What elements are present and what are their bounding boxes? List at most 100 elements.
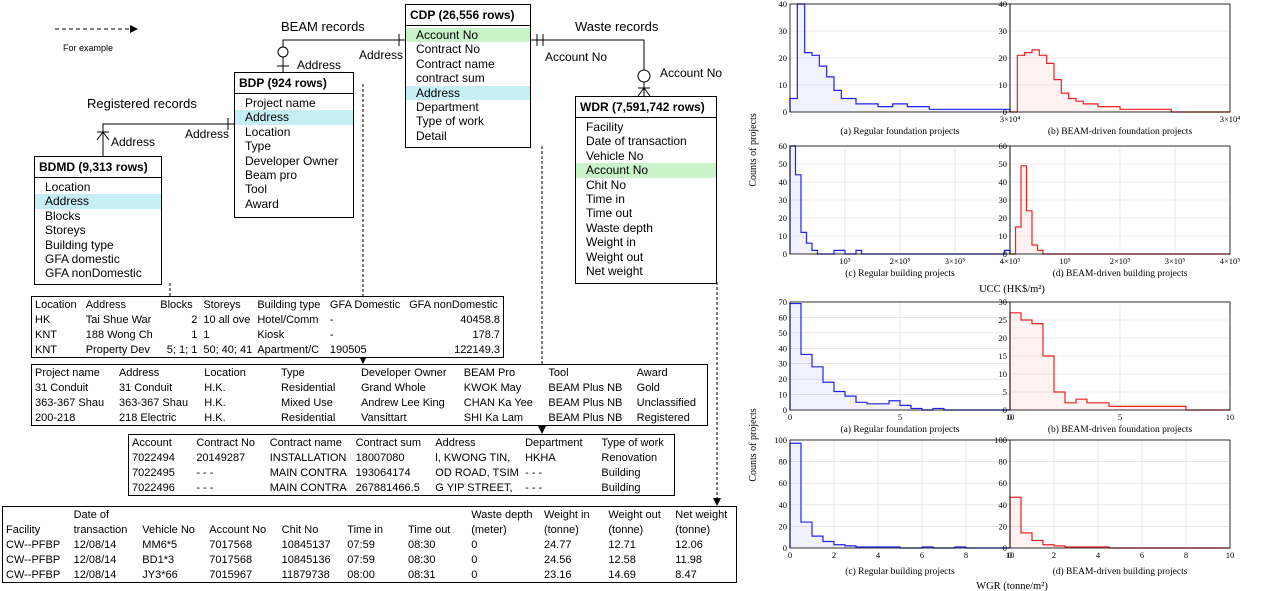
table-row-cell: 24.56 [543, 553, 572, 566]
bdp-entity: BDP (924 rows) Project name Address Locati… [234, 72, 354, 218]
x-tick-label: 6 [1140, 550, 1144, 560]
table-header-cell: Storeys [203, 298, 241, 311]
x-tick-label: 3×10⁴ [1000, 114, 1021, 124]
table-row-cell: Tai Shue War [85, 313, 152, 326]
table-row-cell: 7022494 [132, 451, 175, 464]
cdp-sample-table: Account Contract No Contract name Contract … [128, 434, 675, 496]
table-header-cell [344, 507, 405, 522]
table-row-cell: Renovation [601, 451, 658, 464]
x-tick-label: 10⁵ [839, 256, 851, 266]
plot-frame [789, 439, 1011, 549]
x-tick-label: 3×10⁵ [945, 256, 966, 266]
bdmd-field: GFA domestic [45, 252, 120, 267]
y-tick-label: 30 [779, 359, 788, 369]
panel-caption: (c) Regular building projects [845, 268, 955, 279]
bdmd-field-list: Location Address Blocks Storeys Building typ… [35, 178, 161, 281]
x-tick-label: 5 [1118, 412, 1122, 422]
table-row-cell: MM6*5 [142, 538, 178, 551]
histogram-figures: 0 10 20 30 40 3×10⁴ (a) Regular foundation pro… [748, 0, 1241, 591]
table-row-cell: HKHA [525, 451, 556, 464]
table-row-cell: G YIP STREET, [435, 481, 513, 494]
table-row-cell: 50; 40; 41 [203, 343, 253, 356]
table-header: Project name Address Location Type Developer… [32, 365, 707, 380]
table-row-cell: CHAN Ka Yee [463, 396, 533, 409]
y-tick-label: 30 [779, 195, 788, 205]
table-row-cell: 7015967 [209, 568, 253, 581]
wdr-field-list: Facility Date of transaction Vehicle No Acc… [576, 118, 716, 278]
table-row-cell: Residential [280, 411, 336, 424]
table-row-cell: 31 Conduit [118, 381, 173, 394]
table-row-cell: 267881466.5 [355, 481, 420, 494]
wdr-field: Weight in [586, 235, 636, 250]
table-header: Date of Waste depth Weight in Weight out Net… [3, 507, 736, 522]
table-header-cell: Chit No [281, 523, 319, 536]
bdp-address-label: Address [297, 58, 342, 72]
table-row: CW--PFBP 12/08/14 JY3*66 7015967 11879738 08:… [3, 567, 736, 582]
cdp-field: Department [416, 100, 479, 115]
y-tick-label: 0 [1003, 107, 1007, 117]
x-tick-label: 10 [1006, 412, 1015, 422]
table-row-cell: 10845137 [281, 538, 331, 551]
table-row-cell: 122149.3 [454, 343, 500, 356]
table-header-cell [3, 507, 71, 522]
histogram-fill [790, 443, 1010, 548]
bdp-title: BDP (924 rows) [235, 73, 353, 94]
table-row-cell: HK [35, 313, 51, 326]
table-row-cell: 31 Conduit [35, 381, 89, 394]
table-row-cell: Residential [280, 381, 336, 394]
bdmd-field: Address [35, 194, 161, 209]
table-row-cell: 7017568 [209, 538, 253, 551]
table-row-cell: 08:30 [407, 553, 436, 566]
table-row: 7022494 20149287 INSTALLATION 18007080 l, KW… [129, 450, 674, 465]
y-tick-label: 40 [779, 500, 788, 510]
table-row-cell: Apartment/C [257, 343, 320, 356]
cdp-field: Contract No [416, 42, 481, 57]
table-row-cell: KNT [35, 328, 57, 341]
x-axis-label: WGR (tonne/m²) [976, 581, 1048, 591]
x-tick-label: 4×10⁵ [1220, 256, 1241, 266]
table-row: HK Tai Shue War 2 10 all ove Hotel/Comm - 4045… [32, 312, 503, 327]
table-header-cell: Location [35, 298, 77, 311]
table-row-cell: Grand Whole [360, 381, 426, 394]
table-row-cell: CW--PFBP [6, 568, 61, 581]
y-tick-label: 0 [1003, 249, 1007, 259]
wdr-field: Time out [586, 206, 633, 221]
y-tick-label: 40 [999, 500, 1008, 510]
table-row-cell: - [329, 328, 334, 341]
wdr-field: Weight out [586, 249, 644, 264]
table-row-cell: H.K. [204, 381, 226, 394]
table-row-cell: 200-218 [35, 411, 76, 424]
panel-caption: (a) Regular foundation projects [841, 126, 960, 137]
table-row-cell: 24.77 [543, 538, 572, 551]
x-tick-label: 0 [788, 550, 792, 560]
table-row: 363-367 Shau 363-367 Shau H.K. Mixed Use And… [32, 395, 707, 410]
panel-caption: (d) BEAM-driven building projects [1053, 566, 1188, 577]
x-axis-label: UCC (HK$/m²) [979, 284, 1045, 295]
y-tick-label: 20 [999, 213, 1008, 223]
table-row-cell: - - - [196, 466, 214, 479]
table-header-cell: Facility [6, 523, 41, 536]
table-row-cell: 7022495 [132, 466, 175, 479]
cdp-account-label: Account No [545, 50, 608, 64]
y-tick-label: 40 [999, 0, 1008, 9]
y-tick-label: 80 [779, 457, 788, 467]
legend-label: For example [63, 43, 114, 53]
table-row-cell: l, KWONG TIN, [435, 451, 511, 464]
table-row-cell: BEAM Plus NB [548, 411, 623, 424]
wdr-field: Net weight [586, 264, 643, 279]
y-tick-label: 30 [779, 26, 788, 36]
y-tick-label: 10 [779, 80, 788, 90]
table-header-cell: Account No [209, 523, 267, 536]
bdp-field: Award [245, 196, 279, 211]
table-header-cell: Time in [347, 523, 383, 536]
table-row-cell: Building [601, 481, 641, 494]
table-header-cell: Contract No [196, 436, 256, 449]
table-header-cell: Contract name [269, 436, 342, 449]
table-row: 31 Conduit 31 Conduit H.K. Residential Grand… [32, 380, 707, 395]
table-row-cell: 08:31 [407, 568, 436, 581]
table-header-cell [139, 507, 206, 522]
x-tick-label: 10 [1226, 412, 1235, 422]
bdmd-title: BDMD (9,313 rows) [35, 157, 161, 178]
table-row-cell: 11879738 [281, 568, 330, 581]
table-row-cell: 23.16 [543, 568, 572, 581]
